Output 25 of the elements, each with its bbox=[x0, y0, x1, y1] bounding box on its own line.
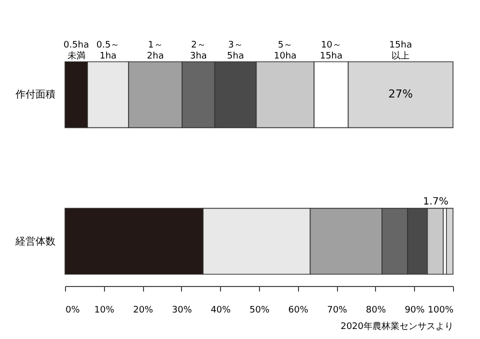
bar bbox=[446, 208, 454, 275]
x-tick-label: 100% bbox=[428, 306, 454, 316]
data-label: 1.7% bbox=[423, 196, 448, 208]
x-tick-label: 80% bbox=[366, 306, 386, 316]
x-tick-label: 60% bbox=[288, 306, 309, 316]
series-label: 0.5～ 1ha bbox=[96, 40, 120, 62]
series-label: 15ha 以上 bbox=[389, 40, 412, 62]
x-tick-label: 40% bbox=[210, 306, 232, 316]
x-tick-label: 30% bbox=[172, 306, 192, 316]
series-label: 5～ 10ha bbox=[274, 40, 297, 62]
x-tick-label: 20% bbox=[133, 306, 154, 316]
series-label: 10～ 15ha bbox=[320, 40, 343, 62]
y-tick-label: 作付面積 bbox=[14, 88, 56, 101]
series-label: 1～ 2ha bbox=[146, 40, 164, 62]
series-label: 2～ 3ha bbox=[190, 40, 207, 62]
series-label: 3～ 5ha bbox=[227, 40, 244, 62]
data-label: 27% bbox=[388, 88, 413, 101]
x-tick-label: 90% bbox=[404, 306, 426, 316]
x-tick-label: 70% bbox=[327, 306, 348, 316]
series-label: 0.5ha 未満 bbox=[63, 40, 90, 62]
x-tick-label: 0% bbox=[66, 306, 80, 316]
y-tick-label: 経営体数 bbox=[14, 235, 56, 248]
text: 2020年農林業センサスより bbox=[340, 321, 454, 332]
x-tick-label: 10% bbox=[94, 306, 115, 316]
x-tick-label: 50% bbox=[249, 306, 270, 316]
